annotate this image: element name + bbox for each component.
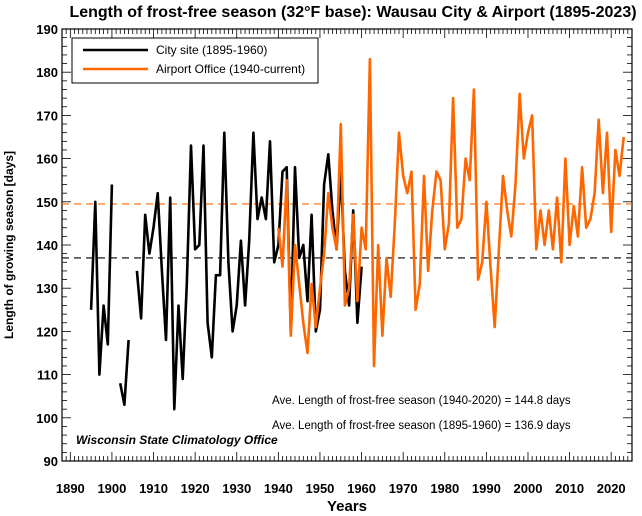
x-tick-label: 1990 (472, 481, 501, 496)
x-tick-label: 1980 (430, 481, 459, 496)
x-tick-labels: 1890 1900 1910 1920 1930 1940 1950 1960 1970 1980… (56, 481, 626, 496)
x-tick-label: 2000 (514, 481, 543, 496)
credit-label: Wisconsin State Climatology Office (76, 433, 278, 447)
y-tick-label: 180 (36, 65, 58, 80)
x-tick-label: 1940 (264, 481, 293, 496)
legend-label-city: City site (1895-1960) (156, 43, 267, 57)
y-tick-label: 100 (36, 411, 58, 426)
legend-box (71, 37, 319, 84)
legend-label-airport: Airport Office (1940-current) (156, 62, 305, 76)
y-tick-label: 190 (36, 22, 58, 37)
x-tick-label: 1960 (347, 481, 376, 496)
y-tick-label: 90 (44, 454, 58, 469)
x-axis-label: Years (327, 498, 367, 515)
y-tick-label: 140 (36, 238, 58, 253)
x-tick-label: 1930 (222, 481, 251, 496)
x-tick-label: 2020 (597, 481, 626, 496)
y-axis-label: Length of growing season [days] (2, 151, 16, 339)
annotation-city-average: Ave. Length of frost-free season (1895-1… (272, 420, 571, 432)
y-tick-label: 120 (36, 324, 58, 339)
y-tick-label: 160 (36, 152, 58, 167)
y-tick-label: 150 (36, 195, 58, 210)
x-tick-label: 1950 (305, 481, 334, 496)
x-tick-label: 1970 (389, 481, 418, 496)
x-tick-label: 1900 (97, 481, 126, 496)
chart-title: Length of frost-free season (32°F base):… (69, 4, 636, 21)
reference-lines (62, 203, 632, 259)
legend: City site (1895-1960) Airport Office (19… (71, 37, 319, 84)
x-tick-label: 2010 (555, 481, 584, 496)
y-tick-label: 110 (37, 368, 58, 383)
annotation-airport-average: Ave. Length of frost-free season (1940-2… (272, 395, 571, 407)
x-tick-label: 1920 (181, 481, 210, 496)
series-line-airport (277, 57, 625, 368)
y-tick-labels: 90 100 110 120 130 140 150 160 170 180 190 (36, 22, 58, 469)
y-tick-label: 130 (36, 281, 58, 296)
x-tick-label: 1890 (56, 481, 85, 496)
series-line-city (89, 131, 363, 411)
axis-ticks (61, 28, 633, 462)
y-tick-label: 170 (36, 108, 58, 123)
x-tick-label: 1910 (139, 481, 168, 496)
series-layer (89, 57, 625, 411)
